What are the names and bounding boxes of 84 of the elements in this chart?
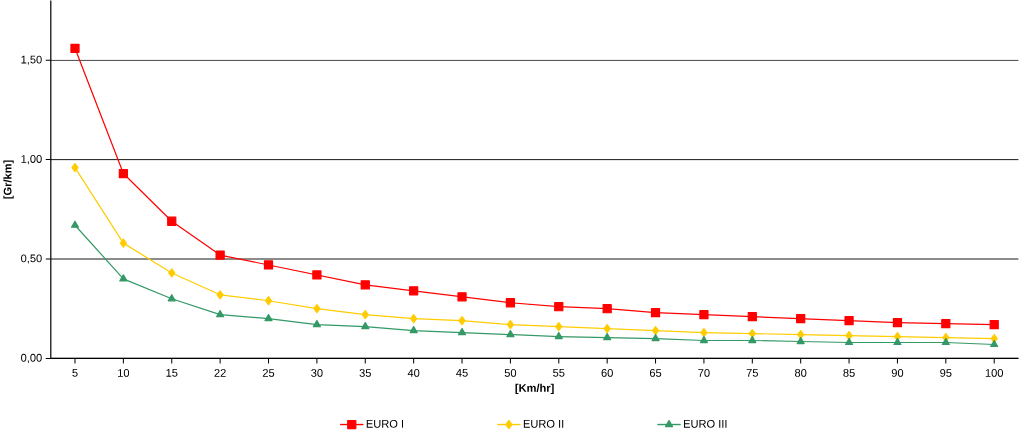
point — [118, 168, 129, 179]
point — [700, 327, 708, 338]
y-tick-label: 1,00 — [21, 154, 42, 165]
x-tick-label: 95 — [940, 368, 952, 377]
point — [264, 296, 273, 306]
x-tick-label: 65 — [649, 368, 662, 377]
x-tick-label: 75 — [746, 368, 758, 377]
x-tick-label: 22 — [214, 368, 226, 377]
point — [748, 328, 756, 339]
point — [796, 336, 805, 345]
x-tick-label: 30 — [311, 368, 323, 377]
point — [216, 290, 224, 300]
legend-label: EURO III — [684, 419, 727, 428]
point — [409, 325, 418, 334]
y-tick-label: 0,50 — [21, 254, 42, 264]
point — [941, 318, 951, 329]
point — [699, 335, 709, 344]
point — [216, 309, 225, 318]
point — [361, 321, 370, 330]
point — [554, 331, 563, 340]
point — [263, 260, 274, 270]
point — [892, 317, 903, 328]
point — [410, 313, 418, 324]
point — [506, 329, 515, 338]
y-tick-label: 1,50 — [21, 55, 42, 65]
x-tick-label: 45 — [456, 368, 468, 377]
point — [458, 315, 466, 326]
point — [167, 294, 176, 302]
x-tick-label: 90 — [891, 368, 904, 377]
point — [506, 319, 515, 330]
x-tick-label: 60 — [601, 368, 613, 377]
point — [70, 43, 80, 53]
point — [70, 220, 80, 228]
x-tick-label: 55 — [553, 368, 565, 377]
x-tick-label: 70 — [698, 368, 710, 377]
x-tick-label: 100 — [985, 368, 1004, 377]
point — [844, 315, 854, 326]
point — [797, 329, 805, 340]
point — [554, 302, 564, 312]
y-tick-label: 0,00 — [21, 353, 42, 363]
point — [603, 323, 611, 334]
x-tick-label: 10 — [118, 368, 130, 377]
point — [264, 313, 273, 322]
point — [990, 339, 999, 348]
x-axis-title: [Km/hr] — [515, 383, 554, 395]
point — [555, 321, 563, 332]
x-tick-label: 5 — [72, 368, 78, 377]
x-tick-label: 40 — [407, 368, 420, 377]
point — [119, 274, 128, 282]
point — [651, 325, 660, 336]
point — [313, 303, 321, 314]
point — [409, 286, 419, 296]
point — [312, 319, 321, 328]
point — [650, 307, 661, 318]
point — [505, 298, 516, 308]
point — [796, 313, 806, 324]
point — [651, 333, 660, 342]
point — [361, 309, 369, 320]
point — [457, 327, 467, 336]
x-tick-label: 85 — [843, 368, 855, 377]
point — [748, 335, 757, 344]
point — [119, 238, 128, 248]
point — [602, 303, 612, 314]
point — [457, 292, 467, 302]
point — [747, 311, 757, 322]
point — [699, 309, 709, 320]
point — [215, 250, 225, 260]
point — [941, 337, 950, 346]
x-tick-label: 50 — [504, 368, 517, 377]
point — [893, 337, 902, 346]
point — [168, 268, 176, 278]
point — [167, 216, 177, 226]
point — [360, 280, 370, 290]
x-tick-label: 25 — [262, 368, 275, 377]
x-tick-label: 80 — [794, 368, 807, 377]
legend-label: EURO I — [366, 419, 404, 428]
point — [71, 162, 79, 173]
point — [312, 270, 322, 280]
y-axis-title: [Gr/km] — [3, 160, 14, 199]
legend-label: EURO II — [523, 419, 564, 428]
x-tick-label: 15 — [166, 368, 178, 377]
point — [603, 332, 612, 341]
point — [989, 319, 999, 330]
x-tick-label: 35 — [359, 368, 371, 377]
